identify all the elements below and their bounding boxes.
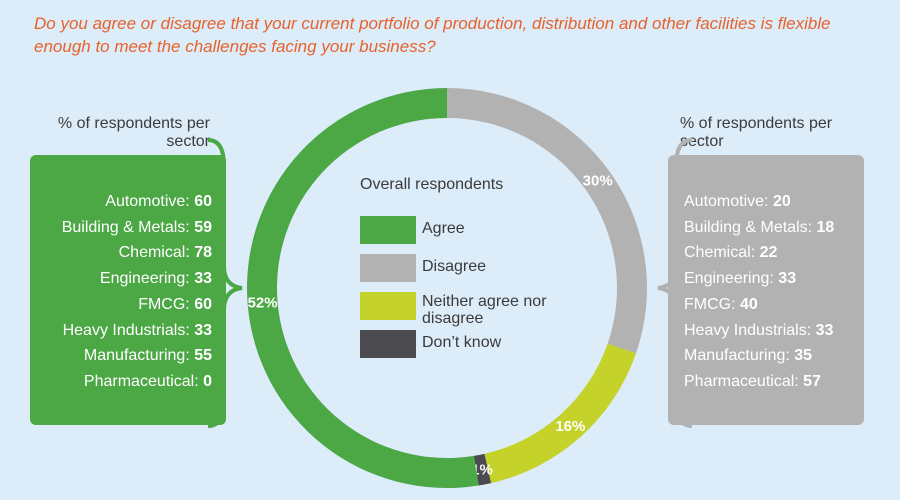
agree-row-building-metals: Building & Metals: 59 [61, 218, 212, 236]
agree-row-engineering: Engineering: 33 [99, 270, 212, 288]
legend-label-agree: Agree [422, 220, 465, 237]
label-neither-pct: 16% [555, 418, 585, 435]
chart-title: Overall respondents [360, 176, 504, 193]
disagree-row-manufacturing: Manufacturing: 35 [684, 347, 813, 365]
right-panel-header: % of respondents per sector [680, 115, 833, 150]
legend-label-disagree: Disagree [422, 258, 487, 275]
legend-label-dont-know: Don’t know [422, 334, 502, 351]
slice-disagree [447, 88, 647, 354]
agree-row-automotive: Automotive: 60 [105, 193, 212, 210]
disagree-row-fmcg: FMCG: 40 [684, 295, 758, 313]
disagree-row-chemical: Chemical: 22 [684, 244, 778, 262]
agree-row-heavy-industrials: Heavy Industrials: 33 [62, 321, 212, 339]
legend-swatch-agree [360, 216, 416, 244]
disagree-row-engineering: Engineering: 33 [684, 270, 797, 288]
slice-neither [484, 343, 637, 484]
agree-sector-box: Automotive: 60 Building & Metals: 59 Che… [30, 155, 226, 425]
disagree-row-automotive: Automotive: 20 [684, 193, 791, 210]
agree-row-pharmaceutical: Pharmaceutical: 0 [83, 372, 212, 390]
legend-swatch-dont-know [360, 330, 416, 358]
label-disagree-pct: 30% [583, 173, 613, 190]
slice-agree [246, 88, 479, 489]
disagree-sector-box: Automotive: 20 Building & Metals: 18 Che… [668, 155, 864, 425]
disagree-row-building-metals: Building & Metals: 18 [684, 218, 835, 236]
agree-row-manufacturing: Manufacturing: 55 [83, 347, 212, 365]
left-panel-header: % of respondents per sector [57, 115, 210, 150]
legend-label-neither: Neither agree nor disagree [422, 293, 547, 327]
agree-row-fmcg: FMCG: 60 [138, 295, 212, 313]
label-agree-pct: 52% [248, 295, 278, 312]
disagree-row-pharmaceutical: Pharmaceutical: 57 [684, 372, 821, 390]
legend-swatch-disagree [360, 254, 416, 282]
slice-dont-know [473, 453, 492, 486]
survey-question: Do you agree or disagree that your curre… [34, 14, 831, 56]
legend-swatch-neither [360, 292, 416, 320]
agree-row-chemical: Chemical: 78 [118, 244, 212, 262]
disagree-row-heavy-industrials: Heavy Industrials: 33 [684, 321, 834, 339]
